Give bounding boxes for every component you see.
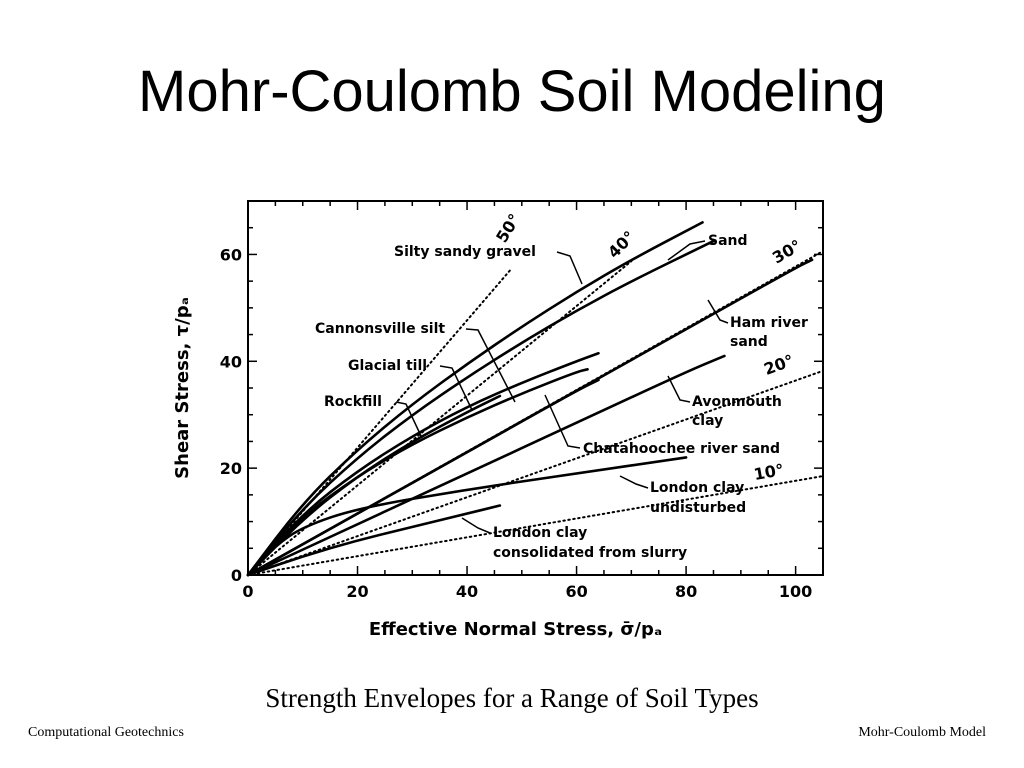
label-london-clay-undisturbed-2: undisturbed [650, 500, 746, 516]
leader-london-clay-slurry [461, 517, 491, 534]
series-line-1 [246, 239, 715, 577]
series-line-8 [246, 456, 688, 577]
footer-slide-topic: Mohr-Coulomb Model [858, 725, 986, 740]
leader-london-clay-undisturbed [619, 475, 649, 489]
x-tick-label: 0 [242, 582, 253, 601]
x-tick-label: 80 [675, 582, 697, 601]
reference-line-20deg [248, 369, 823, 575]
y-tick-label: 40 [220, 352, 242, 371]
label-ham-river-sand-1: Ham river [730, 315, 808, 331]
leader-rockfill [395, 401, 423, 439]
strength-envelope-chart: 50° 40° 30° 20° 10° 0 20 40 60 80 100 0 20 40 60 Effec… [172, 200, 824, 640]
slide-title: Mohr-Coulomb Soil Modeling [138, 59, 886, 124]
reference-angle-label-10: 10° [752, 460, 785, 484]
y-axis-label: Shear Stress, τ/pₐ [172, 297, 193, 479]
figure-caption: Strength Envelopes for a Range of Soil T… [265, 683, 759, 713]
x-tick-label: 20 [346, 582, 368, 601]
leader-glacial-till [439, 365, 473, 411]
leader-avonmouth-clay [667, 375, 691, 403]
label-ham-river-sand-2: sand [730, 334, 768, 350]
axes: 0 20 40 60 80 100 0 20 40 60 Effective Normal Stre… [172, 200, 824, 640]
x-axis-label: Effective Normal Stress, σ̄/pₐ [369, 619, 662, 640]
label-sand: Sand [708, 233, 748, 249]
series-line-9 [246, 504, 502, 577]
y-tick-label: 0 [231, 566, 242, 585]
label-london-clay-slurry-2: consolidated from slurry [493, 545, 687, 561]
reference-line-10deg [248, 475, 823, 575]
label-cannonsville-silt: Cannonsville silt [315, 321, 445, 337]
reference-angle-label-40: 40° [604, 227, 639, 262]
label-rockfill: Rockfill [324, 394, 382, 410]
footer-course-name: Computational Geotechnics [28, 725, 184, 740]
leader-chatahoochee [544, 394, 581, 449]
label-london-clay-slurry-1: London clay [493, 525, 587, 541]
label-london-clay-undisturbed-1: London clay [650, 480, 744, 496]
label-silty-sandy-gravel: Silty sandy gravel [394, 244, 536, 260]
series-line-4 [246, 368, 589, 577]
series-labels: Silty sandy gravel Sand Cannonsville sil… [315, 233, 808, 561]
y-tick-label: 60 [220, 245, 242, 264]
label-avonmouth-clay-1: Avonmouth [692, 394, 782, 410]
x-tick-label: 40 [456, 582, 478, 601]
leader-sand [667, 240, 706, 261]
reference-angle-label-30: 30° [769, 236, 805, 268]
reference-angle-label-20: 20° [761, 351, 796, 379]
leader-cannonsville-silt [465, 328, 516, 403]
label-glacial-till: Glacial till [348, 358, 427, 374]
x-tick-label: 100 [779, 582, 812, 601]
series-line-2 [246, 351, 600, 577]
label-avonmouth-clay-2: clay [692, 413, 723, 429]
x-tick-label: 60 [565, 582, 587, 601]
leader-silty-sandy-gravel [556, 251, 583, 285]
label-chatahoochee-river-sand: Chatahoochee river sand [583, 441, 780, 457]
y-tick-label: 20 [220, 459, 242, 478]
reference-angle-lines: 50° 40° 30° 20° 10° [248, 210, 823, 575]
leader-ham-river-sand [707, 299, 729, 324]
series-line-3 [246, 394, 502, 577]
series-line-7 [246, 354, 726, 577]
series-line-0 [246, 221, 704, 577]
reference-angle-label-50: 50° [492, 210, 524, 246]
